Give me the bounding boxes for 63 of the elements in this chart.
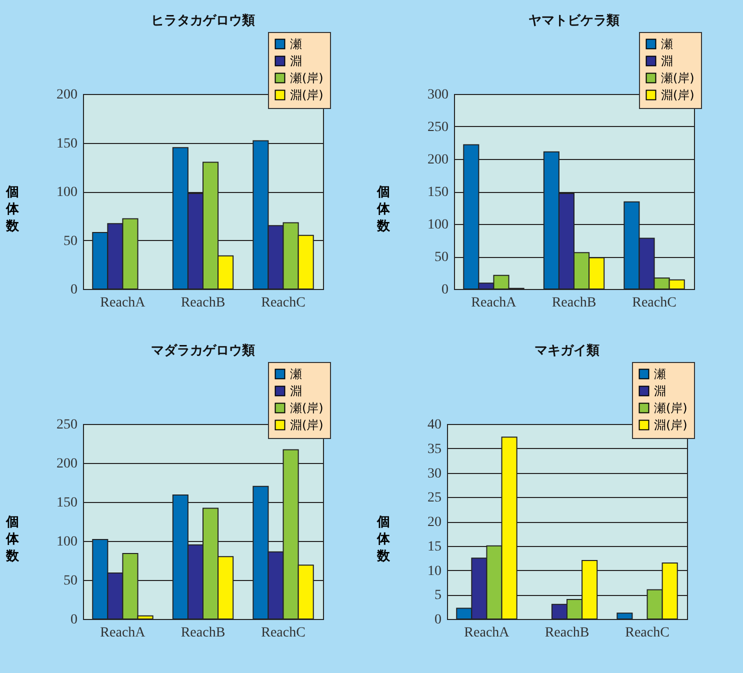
y-tick-label: 100 (428, 218, 448, 232)
y-tick-label: 150 (56, 496, 78, 510)
chart-title: ヒラタカゲロウ類 (151, 14, 255, 28)
legend-label: 瀬 (290, 367, 302, 381)
legend-label: 瀬 (661, 37, 673, 51)
y-tick-label: 250 (56, 418, 78, 432)
legend-label: 瀬(岸) (290, 401, 324, 415)
legend-label: 淵(岸) (290, 88, 324, 102)
legend-label: 淵 (654, 384, 666, 398)
legend-label: 瀬 (654, 367, 666, 381)
x-tick-label: ReachB (180, 296, 226, 310)
y-tick-label: 150 (428, 185, 448, 200)
legend-label: 瀬 (290, 37, 302, 51)
x-tick-label: ReachB (180, 626, 226, 640)
y-tick-label: 300 (428, 88, 448, 102)
y-tick-label: 250 (428, 120, 448, 135)
y-tick-label: 0 (70, 282, 78, 298)
y-tick-label: 200 (56, 88, 78, 102)
y-tick-label: 150 (56, 136, 78, 152)
y-tick-label: 100 (56, 534, 78, 550)
x-tick-label: ReachA (464, 626, 510, 640)
chart-title: マダラカゲロウ類 (151, 344, 255, 358)
x-tick-label: ReachA (100, 626, 146, 640)
y-tick-label: 200 (428, 152, 448, 168)
y-tick-label: 40 (428, 418, 442, 432)
y-axis-title: 個体数 (5, 185, 20, 234)
legend-label: 瀬(岸) (661, 71, 694, 85)
y-tick-label: 35 (428, 442, 442, 457)
y-axis-title: 個体数 (376, 515, 391, 564)
x-tick-label: ReachB (544, 626, 590, 640)
y-tick-label: 20 (428, 515, 442, 530)
chart-title: マキガイ類 (534, 344, 600, 358)
chart-title: ヤマトビケラ類 (528, 14, 620, 28)
y-tick-label: 0 (442, 282, 448, 298)
y-axis-title: 個体数 (5, 515, 20, 564)
legend-label: 淵(岸) (290, 418, 324, 432)
y-tick-label: 5 (434, 588, 442, 604)
x-tick-label: ReachB (552, 296, 596, 310)
y-tick-label: 50 (434, 250, 448, 265)
legend-label: 淵(岸) (654, 418, 688, 432)
x-tick-label: ReachC (625, 626, 670, 640)
legend-label: 淵 (661, 54, 673, 68)
legend-label: 淵 (290, 54, 302, 68)
y-tick-label: 10 (428, 564, 442, 579)
x-tick-label: ReachC (261, 296, 306, 310)
y-tick-label: 15 (428, 539, 442, 554)
y-tick-label: 50 (64, 574, 78, 588)
y-tick-label: 30 (428, 466, 442, 482)
y-tick-label: 0 (434, 612, 442, 628)
y-tick-label: 200 (56, 456, 78, 472)
y-tick-label: 25 (428, 490, 442, 506)
x-tick-label: ReachC (632, 296, 676, 310)
legend-label: 瀬(岸) (654, 401, 688, 415)
x-tick-label: ReachA (471, 296, 518, 310)
x-tick-label: ReachA (100, 296, 146, 310)
legend-label: 淵(岸) (661, 88, 694, 102)
y-tick-label: 50 (64, 234, 78, 249)
legend-label: 瀬(岸) (290, 71, 324, 85)
y-axis-title: 個体数 (376, 185, 391, 234)
x-tick-label: ReachC (261, 626, 306, 640)
legend-label: 淵 (290, 384, 302, 398)
y-tick-label: 0 (70, 612, 78, 628)
y-tick-label: 100 (56, 185, 78, 200)
